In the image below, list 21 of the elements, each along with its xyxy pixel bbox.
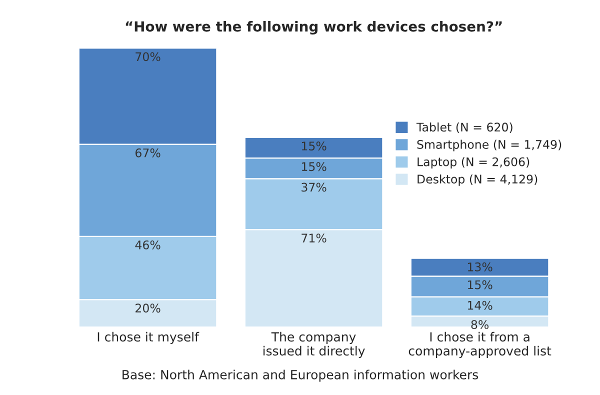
chart-title: “How were the following work devices chosen?” [126, 20, 502, 35]
data-label: 71% [302, 234, 326, 243]
text: Base: North American and European information workers [122, 370, 478, 382]
data-label: 20% [136, 304, 160, 313]
legend-label: Desktop (N = 4,129) [418, 174, 538, 186]
data-label: 37% [302, 182, 326, 192]
data-label: 15% [302, 162, 326, 172]
legend-label: Laptop (N = 2,606) [418, 157, 530, 169]
legend-label: Smartphone (N = 1,749) [417, 140, 562, 152]
data-label: 15% [302, 142, 326, 150]
x-tick-label: I chose it myself [98, 332, 200, 344]
data-label: 67% [136, 148, 160, 158]
legend-label: Tablet (N = 620) [416, 122, 512, 133]
data-label: 46% [135, 240, 160, 250]
x-tick-label: I chose it from a company-approved list [408, 332, 552, 358]
data-label: 70% [136, 52, 160, 62]
data-label: 13% [468, 262, 492, 272]
data-label: 15% [468, 280, 492, 290]
data-label: 8% [471, 320, 489, 330]
x-tick-label: The company issued it directly [263, 332, 365, 358]
data-label: 14% [468, 300, 492, 310]
